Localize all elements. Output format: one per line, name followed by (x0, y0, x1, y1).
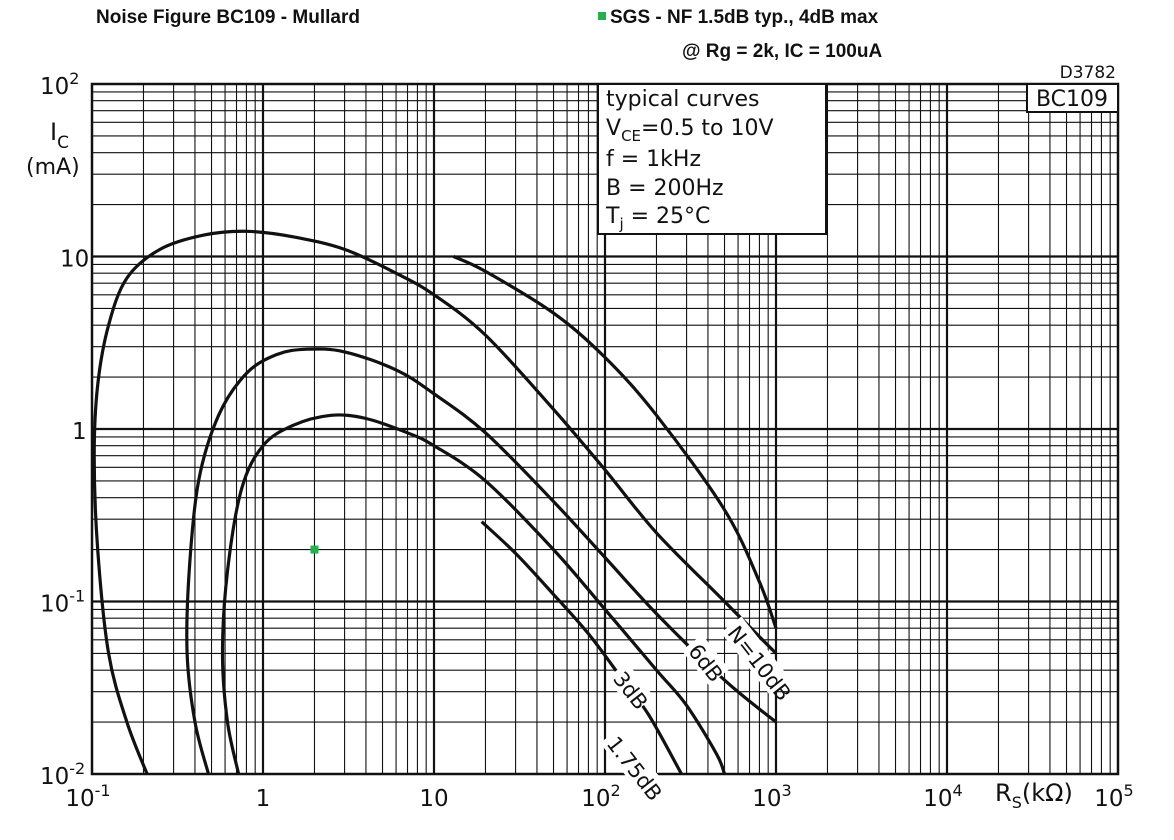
curve-label-bg (606, 662, 655, 713)
sgs-note-text: SGS - NF 1.5dB typ., 4dB max (610, 7, 879, 28)
y-tick-label: 10-2 (40, 759, 85, 790)
y-tick-labels: 10-2 10-1 1 10 102 (40, 69, 89, 790)
x-tick-label: 102 (581, 781, 620, 812)
conditions-bandwidth: B = 200Hz (606, 176, 724, 201)
chart-title: Noise Figure BC109 - Mullard (96, 7, 360, 28)
curve-n10db (92, 229, 778, 775)
sgs-marker (310, 545, 319, 554)
marker-legend-icon (598, 12, 606, 21)
sgs-note-line1: SGS - NF 1.5dB typ., 4dB max (598, 7, 878, 29)
x-tick-label: 105 (1094, 781, 1133, 812)
sgs-note-line2: @ Rg = 2k, IC = 100uA (682, 41, 883, 62)
device-box (1026, 83, 1119, 113)
x-tick-labels: 10-1 1 10 102 103 104 105 (65, 781, 1133, 812)
y-axis-label: IC (50, 118, 69, 153)
curve-6db (185, 347, 778, 775)
y-tick-label: 10 (60, 247, 89, 273)
conditions-box: typical curves VCE=0.5 to 10V f = 1kHz B… (597, 83, 827, 235)
conditions-tj: Tj = 25°C (605, 204, 710, 233)
y-axis-unit: (mA) (26, 155, 80, 180)
curve-n10db (452, 255, 778, 629)
curve-label-bg (721, 616, 791, 696)
x-tick-label: 104 (923, 781, 962, 812)
x-tick-label: 103 (752, 781, 791, 812)
curve-label-bg (600, 727, 670, 807)
x-tick-label: 10-1 (65, 781, 110, 812)
conditions-typical: typical curves (606, 87, 760, 112)
y-tick-label: 102 (40, 69, 79, 100)
device-label: BC109 (1036, 87, 1108, 112)
conditions-vce: VCE=0.5 to 10V (606, 116, 774, 145)
curve-3db (220, 413, 727, 775)
x-tick-label: 10 (419, 786, 448, 812)
y-tick-label: 10-1 (40, 587, 85, 618)
conditions-frequency: f = 1kHz (606, 147, 701, 172)
device-box-bg (1027, 84, 1118, 112)
curves (92, 229, 778, 775)
curve-175db (480, 520, 683, 775)
grid (92, 84, 1118, 774)
figure-code: D3782 (1060, 63, 1116, 83)
x-axis-label: RS(kΩ) (995, 779, 1073, 812)
curve-label-bg (681, 634, 730, 686)
y-tick-label: 1 (72, 419, 87, 445)
x-tick-label: 1 (256, 786, 271, 812)
